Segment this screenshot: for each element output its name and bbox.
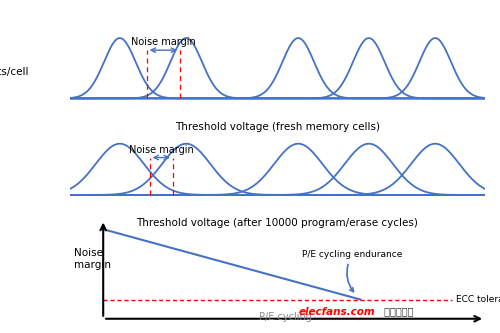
Text: Noise
margin: Noise margin: [74, 248, 111, 270]
Text: P/E cycling endurance: P/E cycling endurance: [302, 250, 402, 292]
Text: Noise margin: Noise margin: [131, 37, 196, 47]
Text: Threshold voltage (fresh memory cells): Threshold voltage (fresh memory cells): [175, 122, 380, 132]
Text: 电子发烧友: 电子发烧友: [382, 307, 414, 317]
Text: 2bits/cell: 2bits/cell: [0, 67, 28, 77]
Text: elecfans.com: elecfans.com: [298, 307, 375, 317]
Text: Threshold voltage (after 10000 program/erase cycles): Threshold voltage (after 10000 program/e…: [136, 218, 418, 228]
Text: P/E cycling: P/E cycling: [260, 312, 312, 322]
Text: ECC tolerance limit: ECC tolerance limit: [456, 295, 500, 304]
Text: Noise margin: Noise margin: [129, 145, 194, 155]
